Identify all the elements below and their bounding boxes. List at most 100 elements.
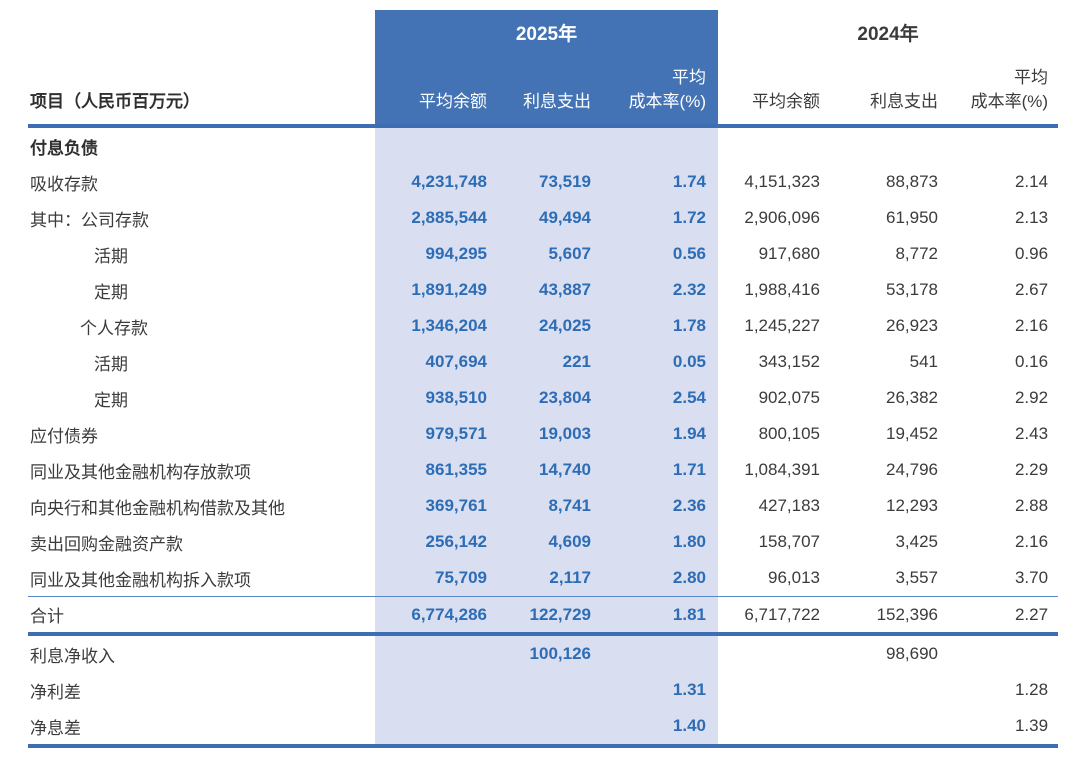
interest-expense-2024: 98,690 xyxy=(886,644,939,663)
empty-cell xyxy=(375,126,497,164)
avg-balance-2025: 994,295 xyxy=(375,236,497,272)
avg-cost-2025: 1.72 xyxy=(601,200,719,236)
interest-expense-2024: 61,950 xyxy=(886,208,939,227)
empty-corner-cell xyxy=(28,10,375,55)
empty-cell xyxy=(601,634,719,672)
avg-cost-2025: 1.74 xyxy=(601,164,719,200)
avg-cost-2025: 1.94 xyxy=(601,416,719,452)
row-label: 向央行和其他金融机构借款及其他 xyxy=(30,498,285,518)
avg-balance-2025: 1,891,249 xyxy=(375,272,497,308)
interest-expense-2025: 73,519 xyxy=(497,164,601,200)
table-row: 个人存款 1,346,204 24,025 1.78 1,245,227 26,… xyxy=(28,308,1058,344)
table-row: 同业及其他金融机构拆入款项 75,709 2,117 2.80 96,013 3… xyxy=(28,560,1058,597)
row-label: 其中：公司存款 xyxy=(30,210,149,230)
table-row: 向央行和其他金融机构借款及其他 369,761 8,741 2.36 427,1… xyxy=(28,488,1058,524)
avg-balance-2025: 6,774,286 xyxy=(375,596,497,636)
avg-cost-line1: 平均 xyxy=(672,67,707,87)
avg-balance-2024: 6,717,722 xyxy=(718,596,831,636)
avg-cost-2024: 2.16 xyxy=(1014,532,1049,551)
empty-cell xyxy=(718,126,830,164)
section-title-row: 付息负债 xyxy=(28,126,1058,164)
empty-cell xyxy=(830,126,948,164)
avg-balance-2024: 902,075 xyxy=(758,388,821,407)
year-2024-header: 2024年 xyxy=(857,24,919,45)
table-row: 活期 994,295 5,607 0.56 917,680 8,772 0.96 xyxy=(28,236,1058,272)
empty-cell xyxy=(601,126,719,164)
interest-expense-2024: 19,452 xyxy=(886,424,939,443)
item-column-header: 项目（人民币百万元） xyxy=(28,55,375,128)
empty-cell xyxy=(497,672,601,708)
interest-expense-2025: 4,609 xyxy=(497,524,601,560)
avg-balance-2024: 343,152 xyxy=(758,352,821,371)
summary-row: 利息净收入 100,126 98,690 xyxy=(28,634,1058,672)
section-title: 付息负债 xyxy=(30,138,98,158)
row-label: 同业及其他金融机构拆入款项 xyxy=(30,570,251,590)
avg-cost-2025: 1.31 xyxy=(601,672,719,708)
interest-expense-2025: 24,025 xyxy=(497,308,601,344)
col-header-interest-expense-2025: 利息支出 xyxy=(497,55,601,128)
interest-expense-2025: 5,607 xyxy=(497,236,601,272)
empty-cell xyxy=(497,708,601,748)
avg-cost-2024: 1.28 xyxy=(1014,680,1049,699)
table-row: 活期 407,694 221 0.05 343,152 541 0.16 xyxy=(28,344,1058,380)
empty-cell xyxy=(718,634,830,672)
interest-expense-2024: 8,772 xyxy=(895,244,939,263)
interest-expense-2024: 3,557 xyxy=(895,568,939,587)
table-row: 卖出回购金融资产款 256,142 4,609 1.80 158,707 3,4… xyxy=(28,524,1058,560)
avg-cost-2025: 2.32 xyxy=(601,272,719,308)
interest-expense-2025: 100,126 xyxy=(497,634,601,672)
avg-cost-line2: 成本率(%) xyxy=(628,92,707,112)
table-body: 付息负债 吸收存款 4,231,748 73,519 1.74 4,151,32… xyxy=(28,126,1059,748)
empty-cell xyxy=(375,634,497,672)
row-label: 应付债券 xyxy=(30,426,98,446)
avg-balance-2025: 256,142 xyxy=(375,524,497,560)
row-label: 合计 xyxy=(28,596,375,636)
interest-expense-2025: 19,003 xyxy=(497,416,601,452)
summary-row: 净息差 1.40 1.39 xyxy=(28,708,1059,748)
row-label: 活期 xyxy=(94,246,128,266)
avg-cost-2024: 1.39 xyxy=(948,708,1059,748)
total-row: 合计 6,774,286 122,729 1.81 6,717,722 152,… xyxy=(28,596,1059,636)
interest-expense-2025: 221 xyxy=(497,344,601,380)
interest-expense-2025: 2,117 xyxy=(497,560,601,597)
avg-balance-2024: 800,105 xyxy=(758,424,821,443)
avg-balance-2025: 979,571 xyxy=(375,416,497,452)
avg-balance-2024: 1,084,391 xyxy=(744,460,821,479)
avg-cost-2024: 2.13 xyxy=(1014,208,1049,227)
interest-expense-2024: 26,923 xyxy=(886,316,939,335)
avg-cost-2024: 2.67 xyxy=(1014,280,1049,299)
table-row: 其中：公司存款 2,885,544 49,494 1.72 2,906,096 … xyxy=(28,200,1058,236)
table-row: 同业及其他金融机构存放款项 861,355 14,740 1.71 1,084,… xyxy=(28,452,1058,488)
avg-cost-2025: 0.05 xyxy=(601,344,719,380)
avg-cost-2025: 1.81 xyxy=(601,596,719,636)
avg-cost-2025: 1.71 xyxy=(601,452,719,488)
avg-balance-2025: 2,885,544 xyxy=(375,200,497,236)
avg-balance-2025: 4,231,748 xyxy=(375,164,497,200)
year-group-row: 2025年 2024年 xyxy=(28,10,1058,55)
empty-cell xyxy=(948,634,1058,672)
table-header: 2025年 2024年 项目（人民币百万元） 平均余额 利息支出 平均 成本率(%… xyxy=(28,10,1059,128)
avg-balance-2024: 427,183 xyxy=(758,496,821,515)
row-label: 同业及其他金融机构存放款项 xyxy=(30,462,251,482)
col-header-avg-cost-2024: 平均 成本率(%) xyxy=(948,55,1059,128)
row-label: 定期 xyxy=(94,282,128,302)
interest-expense-2024: 26,382 xyxy=(886,388,939,407)
interest-expense-2025: 23,804 xyxy=(497,380,601,416)
empty-cell xyxy=(718,708,831,748)
interest-expense-2025: 8,741 xyxy=(497,488,601,524)
empty-cell xyxy=(830,708,949,748)
avg-balance-2024: 917,680 xyxy=(758,244,821,263)
avg-balance-2024: 2,906,096 xyxy=(744,208,821,227)
interest-expense-2024: 152,396 xyxy=(830,596,949,636)
avg-cost-2024: 2.43 xyxy=(1014,424,1049,443)
avg-cost-line1: 平均 xyxy=(1014,67,1049,87)
interest-expense-2024: 541 xyxy=(909,352,939,371)
interest-expense-2024: 24,796 xyxy=(886,460,939,479)
avg-balance-2024: 1,245,227 xyxy=(744,316,821,335)
avg-balance-2024: 4,151,323 xyxy=(744,172,821,191)
avg-cost-2025: 2.54 xyxy=(601,380,719,416)
avg-cost-2024: 2.27 xyxy=(948,596,1059,636)
avg-cost-2025: 1.40 xyxy=(601,708,719,748)
row-label: 个人存款 xyxy=(80,318,148,338)
